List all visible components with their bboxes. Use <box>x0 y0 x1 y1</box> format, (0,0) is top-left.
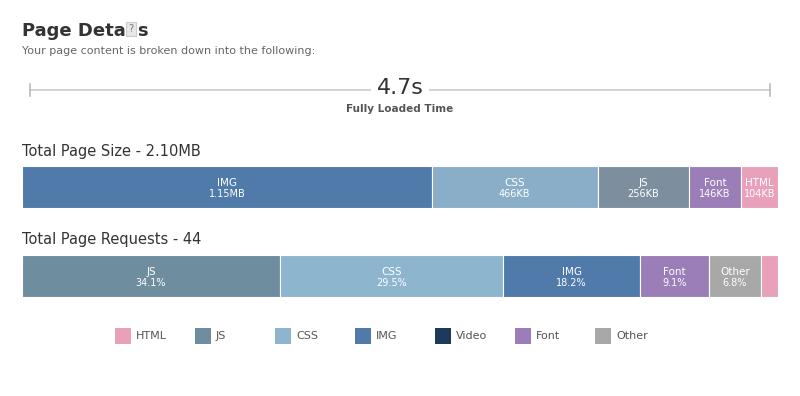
Text: Font: Font <box>663 267 686 277</box>
Text: CSS: CSS <box>296 331 318 341</box>
Text: CSS: CSS <box>505 178 525 188</box>
Text: Font: Font <box>704 178 726 188</box>
Text: JS: JS <box>638 178 648 188</box>
Bar <box>515 328 531 344</box>
Text: 1.15MB: 1.15MB <box>209 189 246 199</box>
Bar <box>761 255 778 297</box>
Bar <box>275 328 291 344</box>
Text: 256KB: 256KB <box>627 189 659 199</box>
Text: 29.5%: 29.5% <box>376 278 406 288</box>
Text: 466KB: 466KB <box>499 189 530 199</box>
Text: 146KB: 146KB <box>699 189 730 199</box>
Text: Total Page Size - 2.10MB: Total Page Size - 2.10MB <box>22 144 201 159</box>
Bar <box>432 166 598 208</box>
Text: 4.7s: 4.7s <box>377 78 423 98</box>
Text: Other: Other <box>720 267 750 277</box>
Bar <box>435 328 451 344</box>
Bar <box>22 255 280 297</box>
Text: 9.1%: 9.1% <box>662 278 687 288</box>
Bar <box>503 255 641 297</box>
Text: 18.2%: 18.2% <box>556 278 587 288</box>
Text: HTML: HTML <box>136 331 167 341</box>
Text: ?: ? <box>128 24 133 34</box>
Text: IMG: IMG <box>217 178 237 188</box>
Text: HTML: HTML <box>745 178 774 188</box>
Bar <box>641 255 710 297</box>
Bar <box>22 166 432 208</box>
Text: JS: JS <box>146 267 156 277</box>
Bar <box>195 328 211 344</box>
Bar <box>741 166 778 208</box>
Bar <box>280 255 503 297</box>
Text: Video: Video <box>456 331 487 341</box>
Text: Other: Other <box>616 331 648 341</box>
Bar <box>598 166 689 208</box>
Text: Fully Loaded Time: Fully Loaded Time <box>346 104 454 114</box>
Bar <box>595 328 611 344</box>
Text: 6.8%: 6.8% <box>722 278 747 288</box>
Bar <box>355 328 371 344</box>
Text: 34.1%: 34.1% <box>136 278 166 288</box>
Bar <box>115 328 131 344</box>
Bar <box>689 166 741 208</box>
Text: CSS: CSS <box>381 267 402 277</box>
Text: Page Details: Page Details <box>22 22 149 40</box>
Text: IMG: IMG <box>562 267 582 277</box>
Text: Total Page Requests - 44: Total Page Requests - 44 <box>22 232 202 247</box>
Text: Your page content is broken down into the following:: Your page content is broken down into th… <box>22 46 315 56</box>
Text: IMG: IMG <box>376 331 398 341</box>
Text: Font: Font <box>536 331 560 341</box>
Text: 104KB: 104KB <box>744 189 775 199</box>
Bar <box>710 255 761 297</box>
Text: JS: JS <box>216 331 226 341</box>
